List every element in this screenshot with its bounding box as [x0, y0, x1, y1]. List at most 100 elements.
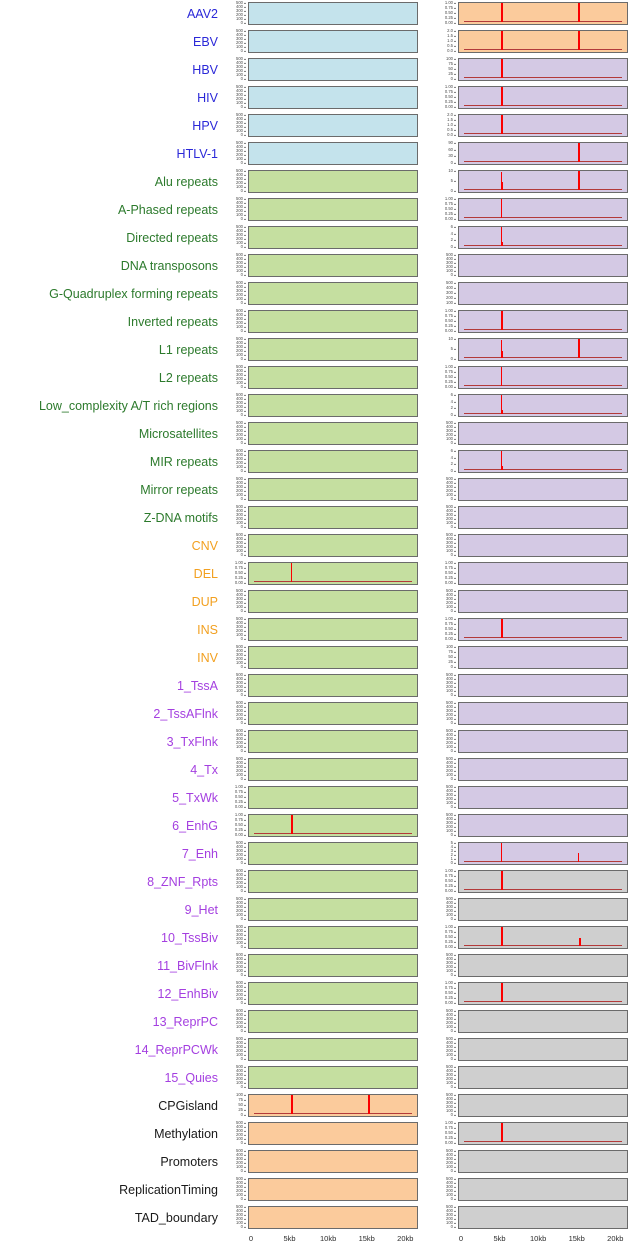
track-row[interactable]: 1.00 0.75 0.50 0.25 0.00 — [434, 196, 630, 224]
track-plot-area[interactable] — [458, 1178, 628, 1201]
track-row[interactable]: 500 400 300 200 100 0 — [224, 0, 420, 28]
track-plot-area[interactable] — [458, 982, 628, 1005]
track-row[interactable]: 500 400 300 200 100 0 — [434, 1036, 630, 1064]
track-plot-area[interactable] — [458, 198, 628, 221]
track-row[interactable]: 500 400 300 200 100 0 — [224, 644, 420, 672]
track-plot-area[interactable] — [458, 730, 628, 753]
track-bar[interactable] — [500, 395, 503, 414]
track-bar[interactable] — [577, 143, 580, 162]
track-row[interactable]: 500 400 300 200 100 0 — [224, 616, 420, 644]
track-plot-area[interactable] — [248, 814, 418, 837]
track-row[interactable]: 500 400 300 200 100 0 — [224, 1008, 420, 1036]
track-row[interactable]: 500 400 300 200 100 0 — [434, 1176, 630, 1204]
track-plot-area[interactable] — [458, 422, 628, 445]
track-row[interactable]: 500 400 300 200 100 0 — [224, 1036, 420, 1064]
track-bar[interactable] — [577, 31, 581, 50]
track-bar[interactable] — [577, 171, 580, 190]
track-row[interactable]: 1.00 0.75 0.50 0.25 0.00 — [434, 616, 630, 644]
track-row[interactable]: 500 400 300 200 100 0 — [224, 196, 420, 224]
track-bar[interactable] — [577, 339, 580, 358]
track-row[interactable]: 1.00 0.75 0.50 0.25 0.00 — [434, 924, 630, 952]
track-bar[interactable] — [501, 466, 503, 470]
track-row[interactable]: 90 60 30 0 — [434, 140, 630, 168]
track-plot-area[interactable] — [248, 478, 418, 501]
track-plot-area[interactable] — [458, 142, 628, 165]
track-row[interactable]: 500 400 300 200 100 0 — [434, 952, 630, 980]
track-bar[interactable] — [501, 351, 503, 358]
track-plot-area[interactable] — [458, 898, 628, 921]
track-row[interactable]: 1.00 0.75 0.50 0.25 0.00 — [224, 560, 420, 588]
track-plot-area[interactable] — [248, 170, 418, 193]
track-row[interactable]: 500 400 300 200 100 0 — [224, 1204, 420, 1232]
track-row[interactable]: 500 400 300 200 100 0 — [224, 476, 420, 504]
track-row[interactable]: 500 400 300 200 100 0 — [224, 1148, 420, 1176]
track-row[interactable]: 500 400 300 200 100 0 — [224, 840, 420, 868]
track-row[interactable]: 500 400 300 200 100 0 — [224, 924, 420, 952]
track-bar[interactable] — [500, 227, 503, 246]
track-bar[interactable] — [500, 1123, 503, 1142]
track-plot-area[interactable] — [458, 30, 628, 53]
track-bar[interactable] — [500, 87, 503, 106]
track-row[interactable]: 500 400 300 200 100 0 — [224, 1064, 420, 1092]
track-bar[interactable] — [500, 927, 503, 946]
track-row[interactable]: 1.00 0.75 0.50 0.25 0.00 — [434, 868, 630, 896]
track-plot-area[interactable] — [248, 590, 418, 613]
track-plot-area[interactable] — [248, 562, 418, 585]
track-row[interactable]: 500 400 300 200 100 0 — [224, 252, 420, 280]
track-plot-area[interactable] — [248, 674, 418, 697]
track-row[interactable]: 500 400 300 200 100 0 — [434, 588, 630, 616]
track-plot-area[interactable] — [458, 170, 628, 193]
track-plot-area[interactable] — [458, 842, 628, 865]
track-plot-area[interactable] — [248, 898, 418, 921]
track-bar[interactable] — [500, 340, 502, 358]
track-plot-area[interactable] — [248, 758, 418, 781]
track-plot-area[interactable] — [458, 674, 628, 697]
track-row[interactable]: 500 400 300 200 100 0 — [224, 532, 420, 560]
track-row[interactable]: 1.00 0.75 0.50 0.25 0.00 — [434, 308, 630, 336]
track-bar[interactable] — [501, 242, 503, 246]
track-plot-area[interactable] — [458, 2, 628, 25]
track-row[interactable]: 500 400 300 200 100 0 — [224, 364, 420, 392]
track-plot-area[interactable] — [458, 338, 628, 361]
track-plot-area[interactable] — [248, 730, 418, 753]
track-row[interactable]: 500 400 300 200 100 0 — [434, 476, 630, 504]
track-plot-area[interactable] — [248, 1122, 418, 1145]
track-plot-area[interactable] — [248, 1010, 418, 1033]
track-plot-area[interactable] — [248, 338, 418, 361]
track-plot-area[interactable] — [248, 310, 418, 333]
track-row[interactable]: 500 400 300 200 100 0 — [434, 532, 630, 560]
track-row[interactable]: 2.0 1.5 1.0 0.5 0.0 — [434, 112, 630, 140]
track-row[interactable]: 500 400 300 200 100 0 — [224, 140, 420, 168]
track-bar[interactable] — [500, 59, 503, 78]
track-row[interactable]: 500 400 300 200 100 0 — [224, 168, 420, 196]
track-bar[interactable] — [501, 182, 503, 190]
track-plot-area[interactable] — [458, 394, 628, 417]
track-plot-area[interactable] — [458, 758, 628, 781]
track-plot-area[interactable] — [458, 86, 628, 109]
track-row[interactable]: 10 5 0 — [434, 168, 630, 196]
track-plot-area[interactable] — [248, 114, 418, 137]
track-plot-area[interactable] — [458, 786, 628, 809]
track-bar[interactable] — [500, 367, 503, 386]
track-plot-area[interactable] — [248, 1206, 418, 1229]
track-row[interactable]: 500 400 300 200 100 0 — [434, 728, 630, 756]
track-plot-area[interactable] — [248, 1038, 418, 1061]
track-row[interactable]: 500 400 300 200 100 0 — [224, 1120, 420, 1148]
track-plot-area[interactable] — [458, 506, 628, 529]
track-plot-area[interactable] — [248, 198, 418, 221]
track-plot-area[interactable] — [248, 842, 418, 865]
track-row[interactable]: 1.00 0.75 0.50 0.25 0.00 — [434, 1120, 630, 1148]
track-row[interactable]: 500 400 300 200 100 0 — [434, 1092, 630, 1120]
track-plot-area[interactable] — [248, 86, 418, 109]
track-row[interactable]: 500 400 300 200 100 0 — [224, 224, 420, 252]
track-bar[interactable] — [500, 115, 503, 134]
track-row[interactable]: 1.00 0.75 0.50 0.25 0.00 — [434, 980, 630, 1008]
track-bar[interactable] — [367, 1095, 371, 1114]
track-bar[interactable] — [500, 871, 503, 890]
track-plot-area[interactable] — [248, 422, 418, 445]
track-row[interactable]: 2.0 1.5 1.0 0.5 0.0 — [434, 28, 630, 56]
track-row[interactable]: 500 400 300 200 100 0 — [434, 504, 630, 532]
track-bar[interactable] — [290, 815, 293, 834]
track-plot-area[interactable] — [458, 282, 628, 305]
